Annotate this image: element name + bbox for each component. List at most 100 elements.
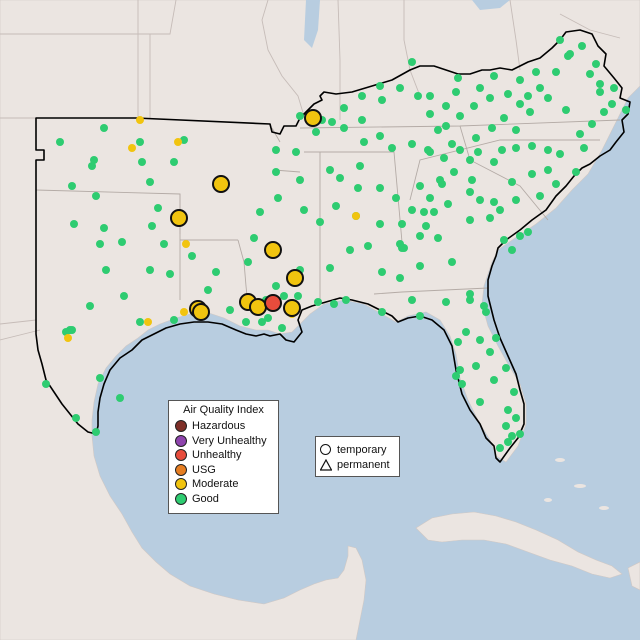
station-good[interactable] — [592, 60, 600, 68]
station-good[interactable] — [116, 394, 124, 402]
station-good[interactable] — [466, 156, 474, 164]
station-good[interactable] — [596, 88, 604, 96]
station-good[interactable] — [458, 380, 466, 388]
station-good[interactable] — [556, 36, 564, 44]
station-good[interactable] — [426, 92, 434, 100]
station-good[interactable] — [608, 100, 616, 108]
station-good[interactable] — [146, 178, 154, 186]
station-good[interactable] — [42, 380, 50, 388]
station-good[interactable] — [552, 68, 560, 76]
station-good[interactable] — [148, 222, 156, 230]
station-good[interactable] — [490, 198, 498, 206]
station-good[interactable] — [572, 168, 580, 176]
station-good[interactable] — [496, 444, 504, 452]
station-good[interactable] — [456, 146, 464, 154]
station-good[interactable] — [470, 102, 478, 110]
station-good[interactable] — [272, 282, 280, 290]
station-good[interactable] — [516, 100, 524, 108]
station-good[interactable] — [536, 84, 544, 92]
station-good[interactable] — [512, 126, 520, 134]
station-good[interactable] — [250, 234, 258, 242]
station-good[interactable] — [502, 364, 510, 372]
station-good[interactable] — [408, 206, 416, 214]
station-good[interactable] — [490, 376, 498, 384]
station-moderate-small[interactable] — [182, 240, 190, 248]
station-good[interactable] — [408, 58, 416, 66]
station-good[interactable] — [244, 258, 252, 266]
station-good[interactable] — [524, 228, 532, 236]
station-good[interactable] — [328, 118, 336, 126]
station-good[interactable] — [376, 220, 384, 228]
station-good[interactable] — [292, 148, 300, 156]
station-good[interactable] — [454, 338, 462, 346]
station-moderate-large[interactable] — [192, 303, 210, 321]
station-good[interactable] — [346, 246, 354, 254]
station-good[interactable] — [408, 296, 416, 304]
station-good[interactable] — [300, 206, 308, 214]
station-good[interactable] — [486, 348, 494, 356]
station-good[interactable] — [580, 144, 588, 152]
station-good[interactable] — [466, 296, 474, 304]
station-good[interactable] — [332, 202, 340, 210]
station-good[interactable] — [622, 106, 630, 114]
station-moderate-small[interactable] — [174, 138, 182, 146]
station-good[interactable] — [430, 208, 438, 216]
station-good[interactable] — [450, 168, 458, 176]
station-good[interactable] — [532, 68, 540, 76]
station-good[interactable] — [314, 298, 322, 306]
station-good[interactable] — [294, 292, 302, 300]
station-good[interactable] — [496, 206, 504, 214]
station-good[interactable] — [426, 110, 434, 118]
station-good[interactable] — [136, 138, 144, 146]
station-good[interactable] — [466, 290, 474, 298]
station-good[interactable] — [508, 178, 516, 186]
station-good[interactable] — [544, 146, 552, 154]
station-good[interactable] — [442, 298, 450, 306]
station-good[interactable] — [72, 414, 80, 422]
station-good[interactable] — [504, 90, 512, 98]
station-good[interactable] — [264, 314, 272, 322]
station-good[interactable] — [528, 170, 536, 178]
station-moderate-small[interactable] — [352, 212, 360, 220]
station-good[interactable] — [562, 106, 570, 114]
station-good[interactable] — [392, 194, 400, 202]
station-good[interactable] — [508, 432, 516, 440]
station-good[interactable] — [436, 176, 444, 184]
station-good[interactable] — [326, 166, 334, 174]
station-good[interactable] — [512, 414, 520, 422]
station-good[interactable] — [486, 94, 494, 102]
station-good[interactable] — [596, 80, 604, 88]
station-good[interactable] — [68, 182, 76, 190]
station-good[interactable] — [454, 74, 462, 82]
station-good[interactable] — [442, 102, 450, 110]
station-good[interactable] — [388, 144, 396, 152]
station-good[interactable] — [312, 128, 320, 136]
station-good[interactable] — [466, 188, 474, 196]
station-good[interactable] — [504, 438, 512, 446]
station-moderate-large[interactable] — [283, 299, 301, 317]
station-good[interactable] — [490, 158, 498, 166]
station-good[interactable] — [536, 192, 544, 200]
station-good[interactable] — [476, 336, 484, 344]
station-good[interactable] — [576, 130, 584, 138]
station-good[interactable] — [396, 84, 404, 92]
station-good[interactable] — [188, 252, 196, 260]
station-good[interactable] — [552, 180, 560, 188]
station-good[interactable] — [272, 168, 280, 176]
station-good[interactable] — [544, 166, 552, 174]
station-good[interactable] — [504, 406, 512, 414]
station-good[interactable] — [510, 388, 518, 396]
station-good[interactable] — [92, 192, 100, 200]
station-moderate-large[interactable] — [304, 109, 322, 127]
station-good[interactable] — [528, 142, 536, 150]
station-good[interactable] — [376, 82, 384, 90]
station-good[interactable] — [526, 108, 534, 116]
station-good[interactable] — [364, 242, 372, 250]
station-good[interactable] — [610, 84, 618, 92]
station-good[interactable] — [360, 138, 368, 146]
station-good[interactable] — [556, 150, 564, 158]
station-good[interactable] — [378, 96, 386, 104]
station-moderate-small[interactable] — [128, 144, 136, 152]
station-good[interactable] — [452, 372, 460, 380]
